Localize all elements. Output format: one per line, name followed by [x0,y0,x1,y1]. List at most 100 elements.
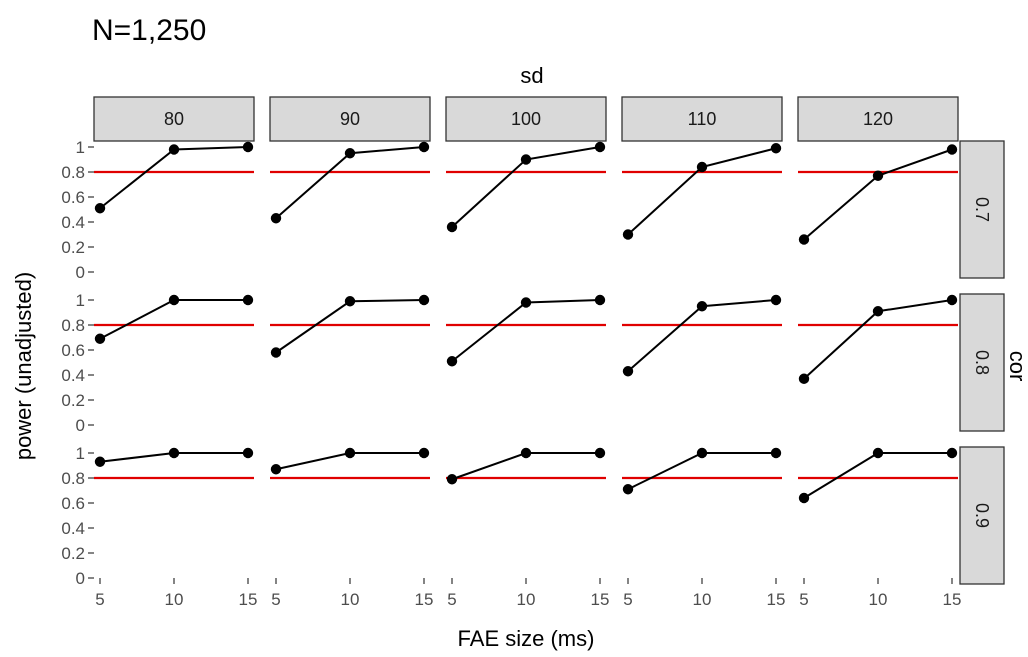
series-line-cor-0.9-sd-110 [627,452,776,491]
x-tick-label: 15 [415,590,434,609]
x-tick-label: 5 [271,590,280,609]
col-strip-label-110: 110 [688,109,717,129]
data-point-cor-0.8-sd-80-x5 [94,333,106,344]
data-point-cor-0.7-sd-120-x10 [872,170,884,181]
x-tick-label: 15 [239,590,258,609]
y-tick-label: 1 [76,138,85,157]
x-tick-label: 10 [869,590,888,609]
col-strip-110 [621,96,783,142]
data-point-cor-0.8-sd-100-x10 [520,297,532,308]
data-point-cor-0.9-sd-110-x10 [696,447,708,459]
col-strip-label-90: 90 [340,109,360,129]
data-point-cor-0.8-sd-90-x5 [270,347,282,358]
col-strip-120 [797,96,959,142]
y-tick-label: 0.4 [61,366,85,385]
data-point-cor-0.9-sd-90-x15 [418,447,430,459]
data-point-cor-0.7-sd-100-x15 [594,141,606,153]
data-point-cor-0.9-sd-110-x15 [770,447,782,459]
data-point-cor-0.9-sd-110-x5 [622,484,634,495]
y-tick-label: 0 [76,263,85,282]
data-point-cor-0.8-sd-120-x5 [798,373,810,384]
y-tick-label: 0.4 [61,213,85,232]
y-tick-label: 0.4 [61,519,85,538]
data-point-cor-0.8-sd-100-x15 [594,294,606,306]
data-point-cor-0.9-sd-80-x15 [242,447,254,459]
data-point-cor-0.7-sd-80-x10 [168,144,180,155]
data-point-cor-0.9-sd-100-x10 [520,447,532,459]
data-point-cor-0.7-sd-90-x15 [418,141,430,153]
y-tick-label: 0.8 [61,469,85,488]
data-point-cor-0.8-sd-120-x10 [872,306,884,317]
x-tick-label: 10 [693,590,712,609]
y-tick-label: 0.2 [61,544,85,563]
col-strip-90 [269,96,431,142]
x-tick-label: 10 [517,590,536,609]
data-point-cor-0.9-sd-80-x5 [94,456,106,467]
data-point-cor-0.7-sd-120-x5 [798,234,810,245]
data-point-cor-0.7-sd-110-x15 [770,143,782,154]
data-point-cor-0.9-sd-120-x15 [946,447,958,459]
row-strip-0.7 [959,140,1005,279]
y-tick-label: 1 [76,291,85,310]
y-tick-label: 0 [76,569,85,588]
data-point-cor-0.7-sd-90-x5 [270,213,282,224]
data-point-cor-0.7-sd-80-x5 [94,203,106,214]
row-strip-label-0.7: 0.7 [972,197,992,222]
row-facet-label: cor [1005,351,1028,382]
row-strip-0.9 [959,446,1005,585]
data-point-cor-0.9-sd-80-x10 [168,447,180,459]
x-tick-label: 15 [591,590,610,609]
series-line-cor-0.7-sd-80 [99,146,249,210]
x-tick-label: 10 [341,590,360,609]
series-line-cor-0.9-sd-120 [803,452,952,499]
x-axis-title: FAE size (ms) [458,626,595,651]
y-tick-label: 0.6 [61,494,85,513]
series-line-cor-0.7-sd-120 [803,148,953,241]
row-strip-0.8 [959,293,1005,432]
chart-title: N=1,250 [92,14,206,47]
y-tick-label: 0.8 [61,163,85,182]
panels-group: 80 90 100 110 1200.70.80.900.20.40.60.8100.2… [61,96,1005,609]
col-strip-80 [93,96,255,142]
series-line-cor-0.8-sd-90 [275,299,425,354]
series-line-cor-0.8-sd-100 [451,299,601,363]
series-line-cor-0.8-sd-80 [99,299,248,340]
y-tick-label: 0.8 [61,316,85,335]
x-tick-label: 5 [623,590,632,609]
y-tick-label: 0 [76,416,85,435]
data-point-cor-0.9-sd-120-x5 [798,492,810,504]
data-point-cor-0.8-sd-120-x15 [946,294,958,306]
data-point-cor-0.8-sd-110-x5 [622,366,634,377]
data-point-cor-0.9-sd-120-x10 [872,447,884,459]
x-tick-label: 15 [767,590,786,609]
y-tick-label: 0.2 [61,391,85,410]
data-point-cor-0.7-sd-100-x10 [520,154,532,165]
col-strip-label-80: 80 [164,109,184,129]
x-tick-label: 15 [943,590,962,609]
y-tick-label: 0.2 [61,238,85,257]
data-point-cor-0.8-sd-80-x15 [242,294,254,306]
x-tick-label: 10 [165,590,184,609]
col-strip-label-100: 100 [511,109,541,129]
data-point-cor-0.7-sd-110-x5 [622,229,634,240]
x-tick-label: 5 [95,590,104,609]
row-strip-label-0.8: 0.8 [972,350,992,375]
series-line-cor-0.7-sd-110 [627,147,777,236]
data-point-cor-0.8-sd-80-x10 [168,294,180,306]
data-point-cor-0.7-sd-80-x15 [242,141,254,153]
data-point-cor-0.7-sd-90-x10 [344,148,356,159]
col-facet-label: sd [520,63,543,88]
y-tick-label: 0.6 [61,188,85,207]
x-tick-label: 5 [447,590,456,609]
x-tick-label: 5 [799,590,808,609]
data-point-cor-0.8-sd-90-x15 [418,294,430,306]
data-point-cor-0.8-sd-110-x15 [770,294,782,306]
y-axis-title: power (unadjusted) [11,272,36,460]
data-point-cor-0.9-sd-100-x15 [594,447,606,459]
data-point-cor-0.7-sd-110-x10 [696,161,708,173]
col-strip-100 [445,96,607,142]
data-point-cor-0.8-sd-100-x5 [446,356,458,367]
data-point-cor-0.8-sd-110-x10 [696,301,708,312]
data-point-cor-0.7-sd-120-x15 [946,144,958,155]
